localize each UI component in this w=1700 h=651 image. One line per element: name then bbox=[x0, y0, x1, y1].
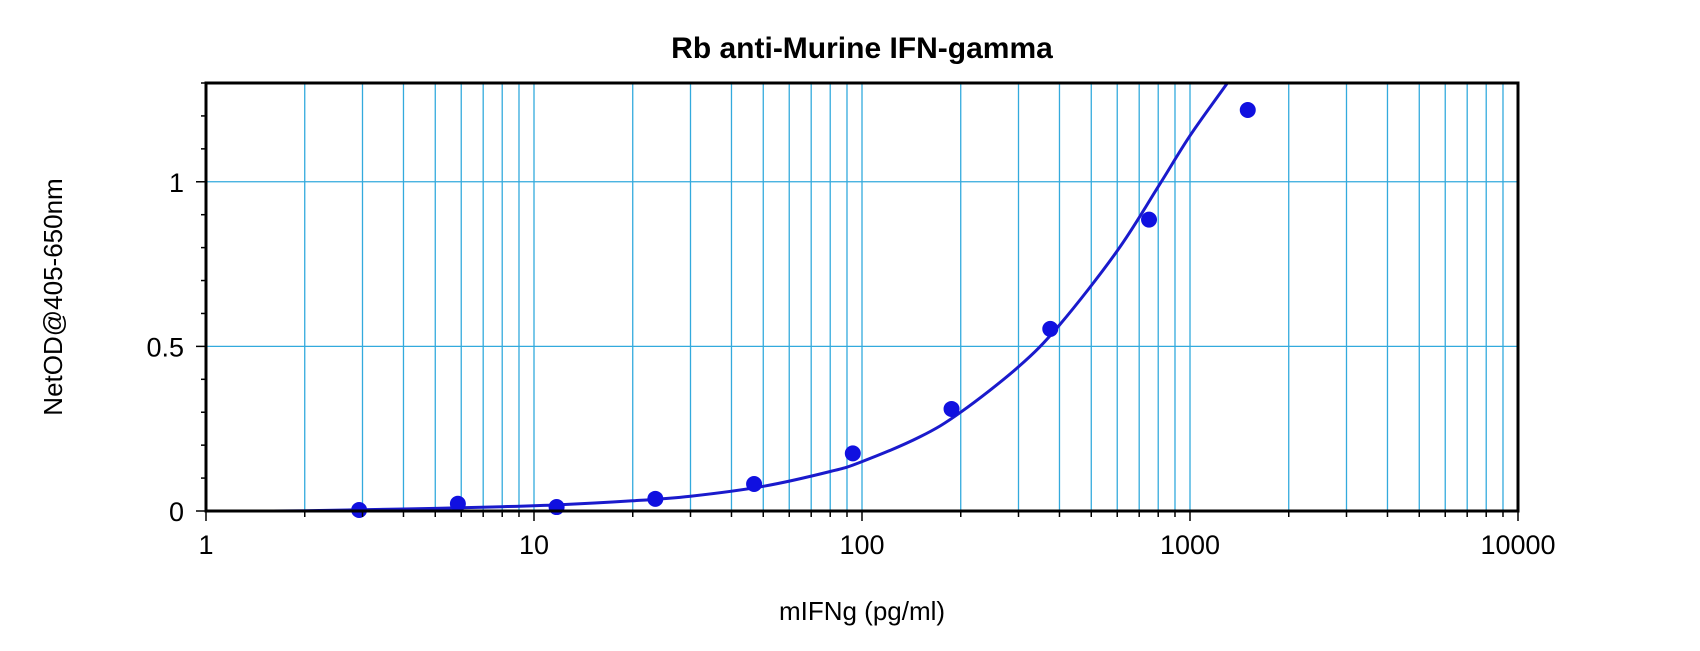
data-point bbox=[548, 499, 565, 516]
y-tick-label: 0.5 bbox=[146, 332, 184, 362]
x-axis-label: mIFNg (pg/ml) bbox=[779, 596, 945, 626]
x-tick-label: 100 bbox=[839, 530, 884, 560]
x-tick-label: 1 bbox=[198, 530, 213, 560]
fit-curve-layer bbox=[272, 83, 1230, 511]
data-point bbox=[647, 490, 664, 507]
data-point bbox=[844, 445, 861, 462]
data-point bbox=[1042, 320, 1059, 337]
data-points bbox=[351, 101, 1256, 519]
data-point bbox=[943, 400, 960, 417]
y-tick-label: 0 bbox=[169, 497, 184, 527]
x-tick-label: 10000 bbox=[1480, 530, 1555, 560]
chart-title: Rb anti-Murine IFN-gamma bbox=[671, 32, 1053, 65]
y-axis-label: NetOD@405-650nm bbox=[38, 178, 68, 415]
fit-curve bbox=[272, 83, 1230, 511]
axis-ticks bbox=[196, 82, 1519, 521]
y-tick-label: 1 bbox=[169, 168, 184, 198]
x-tick-label: 1000 bbox=[1160, 530, 1220, 560]
data-point bbox=[449, 495, 466, 512]
data-point bbox=[746, 476, 763, 493]
x-tick-label: 10 bbox=[519, 530, 549, 560]
grid-lines bbox=[206, 83, 1518, 511]
data-point bbox=[1239, 101, 1256, 118]
tick-labels: 1 10 100 1000 10000 0 0.5 1 bbox=[146, 168, 1555, 560]
data-point bbox=[1141, 211, 1158, 228]
